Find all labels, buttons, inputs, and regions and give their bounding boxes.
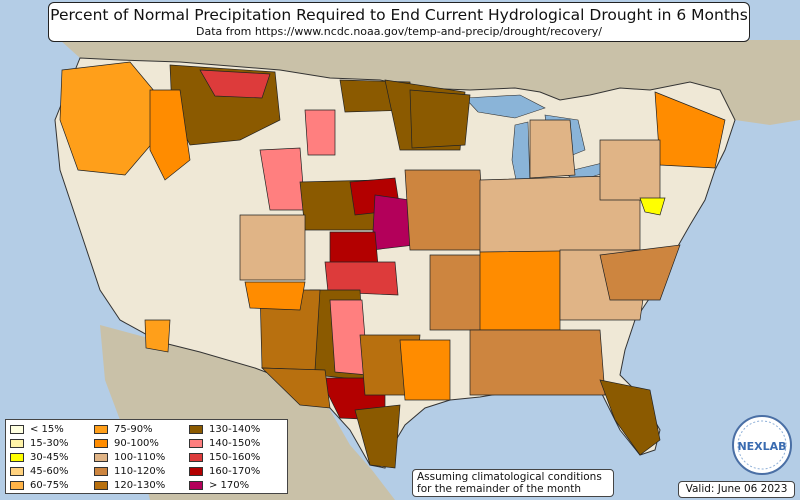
legend-swatch — [189, 452, 203, 462]
legend-item: < 15% — [10, 422, 64, 436]
drought-regions — [59, 61, 726, 469]
legend-item: 160-170% — [189, 465, 260, 479]
legend-label: 140-150% — [209, 437, 261, 449]
region-chesapeake — [639, 197, 666, 216]
canada-land — [60, 40, 800, 125]
region-mississippi-valley — [479, 249, 561, 331]
legend-swatch — [94, 452, 108, 462]
legend-label: 110-120% — [114, 466, 166, 478]
legend-label: 160-170% — [209, 466, 261, 478]
legend-item: 130-140% — [189, 422, 260, 436]
legend-label: < 15% — [30, 423, 64, 435]
legend-item: 15-30% — [10, 436, 69, 450]
legend-item: 150-160% — [189, 450, 260, 464]
note-line: Assuming climatological conditions — [417, 471, 602, 483]
region-oklahoma — [324, 261, 399, 296]
region-az-orange — [244, 281, 306, 311]
legend-item: 75-90% — [94, 422, 153, 436]
legend-label: 15-30% — [30, 437, 69, 449]
legend-swatch — [189, 438, 203, 448]
legend-swatch — [94, 424, 108, 434]
region-wisconsin — [409, 89, 471, 149]
region-idaho — [149, 89, 191, 181]
legend-swatch — [94, 438, 108, 448]
nexlab-logo: NEXLAB — [732, 415, 792, 475]
legend-label: 45-60% — [30, 466, 69, 478]
region-gulf-tx — [354, 404, 401, 469]
legend-swatch — [10, 424, 24, 434]
region-pacific-nw — [59, 61, 161, 176]
region-montana-red — [199, 69, 271, 99]
map-title: Percent of Normal Precipitation Required… — [50, 6, 748, 24]
lake-superior — [464, 94, 546, 119]
logo-text: NEXLAB — [737, 440, 786, 453]
legend-item: 90-100% — [94, 436, 159, 450]
region-iowa-missouri — [404, 169, 486, 251]
legend-swatch — [189, 424, 203, 434]
region-new-england-int — [599, 139, 661, 201]
region-carolinas — [599, 244, 681, 301]
legend-label: 30-45% — [30, 451, 69, 463]
legend-item: 110-120% — [94, 465, 165, 479]
legend-label: 120-130% — [114, 480, 166, 492]
map-subtitle: Data from https://www.ncdc.noaa.gov/temp… — [196, 25, 602, 38]
legend-swatch — [10, 481, 24, 491]
legend-item: > 170% — [189, 479, 249, 493]
valid-date: Valid: June 06 2023 — [678, 481, 795, 498]
legend-swatch — [10, 467, 24, 477]
legend-item: 140-150% — [189, 436, 260, 450]
legend-swatch — [94, 467, 108, 477]
region-louisiana — [399, 339, 451, 401]
title-box: Percent of Normal Precipitation Required… — [48, 2, 750, 42]
legend-label: 90-100% — [114, 437, 159, 449]
legend-item: 60-75% — [10, 479, 69, 493]
legend-swatch — [10, 438, 24, 448]
region-kansas-red — [329, 231, 379, 267]
region-deep-south — [469, 329, 606, 396]
region-west-tx-border — [261, 367, 331, 409]
legend-label: 75-90% — [114, 423, 153, 435]
legend-swatch — [189, 481, 203, 491]
region-dakota — [304, 109, 336, 156]
region-michigan — [529, 119, 576, 179]
legend-label: 130-140% — [209, 423, 261, 435]
note-line: for the remainder of the month — [417, 483, 582, 495]
legend-item: 45-60% — [10, 465, 69, 479]
assumption-note: Assuming climatological conditions for t… — [412, 469, 614, 497]
region-colorado — [239, 214, 306, 281]
legend-item: 120-130% — [94, 479, 165, 493]
legend-item: 30-45% — [10, 450, 69, 464]
legend-label: > 170% — [209, 480, 250, 492]
legend-item: 100-110% — [94, 450, 165, 464]
region-socal — [144, 319, 171, 353]
legend-swatch — [189, 467, 203, 477]
legend-label: 150-160% — [209, 451, 261, 463]
legend-swatch — [10, 452, 24, 462]
legend-label: 60-75% — [30, 480, 69, 492]
legend-swatch — [94, 481, 108, 491]
region-florida — [599, 379, 661, 456]
legend-label: 100-110% — [114, 451, 166, 463]
legend: < 15% 15-30% 30-45% 45-60% 60-75% 75-90% 90-10… — [5, 419, 288, 494]
